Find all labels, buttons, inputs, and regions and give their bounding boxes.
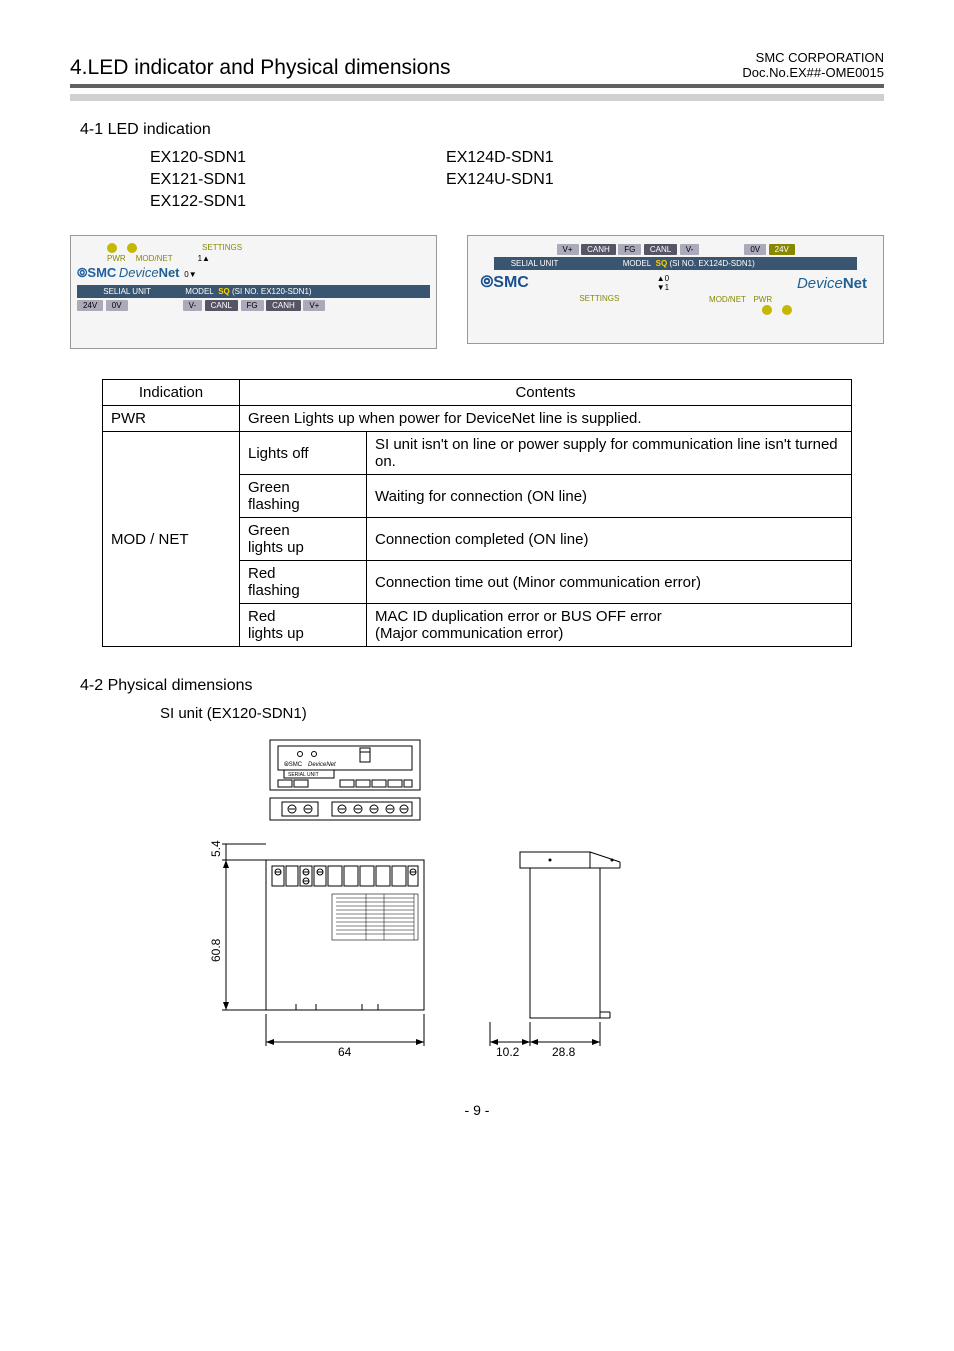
header-rule bbox=[70, 84, 884, 88]
chip-0v-r: 0V bbox=[744, 244, 766, 255]
modnet-led-icon bbox=[127, 243, 137, 253]
cell-green-lightsup: Greenlights up bbox=[240, 518, 367, 561]
svg-text:DeviceNet: DeviceNet bbox=[308, 762, 336, 768]
cell-pwr-desc: Green Lights up when power for DeviceNet… bbox=[240, 406, 852, 432]
sq-label: SQ bbox=[218, 287, 230, 296]
model-ex121: EX121-SDN1 bbox=[150, 171, 246, 189]
chip-fg-r: FG bbox=[618, 244, 641, 255]
chip-canl-r: CANL bbox=[644, 244, 677, 255]
chip-canh: CANH bbox=[266, 300, 301, 311]
chip-vplus-r: V+ bbox=[557, 244, 579, 255]
si-no-label-r: (SI NO. EX124D-SDN1) bbox=[669, 259, 754, 268]
devicenet-label-r: DeviceNet bbox=[797, 275, 867, 292]
model-ex124d: EX124D-SDN1 bbox=[446, 149, 554, 167]
right-models: EX124D-SDN1 EX124U-SDN1 bbox=[446, 149, 554, 215]
doc-no: Doc.No.EX##-OME0015 bbox=[742, 65, 884, 80]
panel-ex124: V+ CANH FG CANL V- 0V 24V SELIAL UNIT MO… bbox=[467, 235, 884, 344]
cell-green-flashing: Greenflashing bbox=[240, 475, 367, 518]
model-ex122: EX122-SDN1 bbox=[150, 193, 246, 211]
chip-canl: CANL bbox=[205, 300, 238, 311]
cell-macid: MAC ID duplication error or BUS OFF erro… bbox=[367, 604, 852, 647]
settings-label: SETTINGS bbox=[202, 243, 242, 252]
cell-completed: Connection completed (ON line) bbox=[367, 518, 852, 561]
si-no-label: (SI NO. EX120-SDN1) bbox=[232, 287, 312, 296]
sq-label-r: SQ bbox=[656, 259, 668, 268]
chip-vminus-r: V- bbox=[680, 244, 700, 255]
pwr-led-icon bbox=[107, 243, 117, 253]
cell-pwr: PWR bbox=[103, 406, 240, 432]
chip-vminus: V- bbox=[183, 300, 203, 311]
model-ex124u: EX124U-SDN1 bbox=[446, 171, 554, 189]
dimension-drawings: ⦾SMC DeviceNet SERIAL UNIT bbox=[190, 732, 884, 1072]
si-unit-title: SI unit (EX120-SDN1) bbox=[160, 705, 884, 722]
svg-text:⦾SMC: ⦾SMC bbox=[284, 761, 303, 768]
settings-label-r: SETTINGS bbox=[579, 294, 619, 304]
dim-10-2: 10.2 bbox=[496, 1045, 520, 1059]
chip-0v: 0V bbox=[106, 300, 128, 311]
cell-red-flashing: Redflashing bbox=[240, 561, 367, 604]
chip-24v: 24V bbox=[77, 300, 103, 311]
dim-60-8: 60.8 bbox=[209, 938, 223, 962]
dim-28-8: 28.8 bbox=[552, 1045, 576, 1059]
chip-fg: FG bbox=[241, 300, 264, 311]
svg-text:SERIAL UNIT: SERIAL UNIT bbox=[288, 772, 319, 778]
corp-name: SMC CORPORATION bbox=[742, 50, 884, 65]
chip-24v-r: 24V bbox=[769, 244, 795, 255]
devicenet-label: DeviceNet bbox=[119, 265, 180, 280]
modnet-label: MOD/NET bbox=[136, 254, 173, 263]
front-view-drawing: ⦾SMC DeviceNet SERIAL UNIT bbox=[190, 732, 470, 1072]
smc-logo: ⦾SMC bbox=[77, 265, 116, 280]
model-ex120: EX120-SDN1 bbox=[150, 149, 246, 167]
cell-timeout: Connection time out (Minor communication… bbox=[367, 561, 852, 604]
smc-logo-r: ⦾SMC bbox=[480, 274, 528, 292]
chip-canh-r: CANH bbox=[581, 244, 616, 255]
page-number: - 9 - bbox=[70, 1102, 884, 1118]
cell-lightsoff-desc: SI unit isn't on line or power supply fo… bbox=[367, 432, 852, 475]
selial-unit-label-r: SELIAL UNIT bbox=[511, 259, 559, 268]
modnet-label-r: MOD/NET bbox=[709, 295, 746, 304]
cell-waiting: Waiting for connection (ON line) bbox=[367, 475, 852, 518]
header-band bbox=[70, 94, 884, 101]
cell-red-lightsup: Redlights up bbox=[240, 604, 367, 647]
dim-64: 64 bbox=[338, 1045, 352, 1059]
led-indication-title: 4-1 LED indication bbox=[80, 121, 884, 139]
section-title: 4.LED indicator and Physical dimensions bbox=[70, 56, 451, 80]
cell-lightsoff: Lights off bbox=[240, 432, 367, 475]
pwr-label-r: PWR bbox=[753, 295, 772, 304]
cell-modnet: MOD / NET bbox=[103, 432, 240, 647]
chip-vplus: V+ bbox=[303, 300, 325, 311]
indication-table: Indication Contents PWR Green Lights up … bbox=[102, 379, 852, 647]
model-label: MODEL bbox=[185, 287, 213, 296]
pwr-led-icon-r bbox=[782, 305, 792, 315]
model-label-r: MODEL bbox=[623, 259, 651, 268]
side-view-drawing: 10.2 28.8 bbox=[480, 822, 680, 1072]
th-indication: Indication bbox=[103, 380, 240, 406]
left-models: EX120-SDN1 EX121-SDN1 EX122-SDN1 bbox=[150, 149, 246, 215]
th-contents: Contents bbox=[240, 380, 852, 406]
selial-unit-label: SELIAL UNIT bbox=[103, 287, 151, 296]
panel-ex120: SETTINGS PWR MOD/NET 1▲ ⦾SMC DeviceNet 0… bbox=[70, 235, 437, 349]
physical-dimensions-title: 4-2 Physical dimensions bbox=[80, 677, 884, 695]
dim-5-4: 5.4 bbox=[209, 840, 223, 857]
modnet-led-icon-r bbox=[762, 305, 772, 315]
pwr-label: PWR bbox=[107, 254, 126, 263]
